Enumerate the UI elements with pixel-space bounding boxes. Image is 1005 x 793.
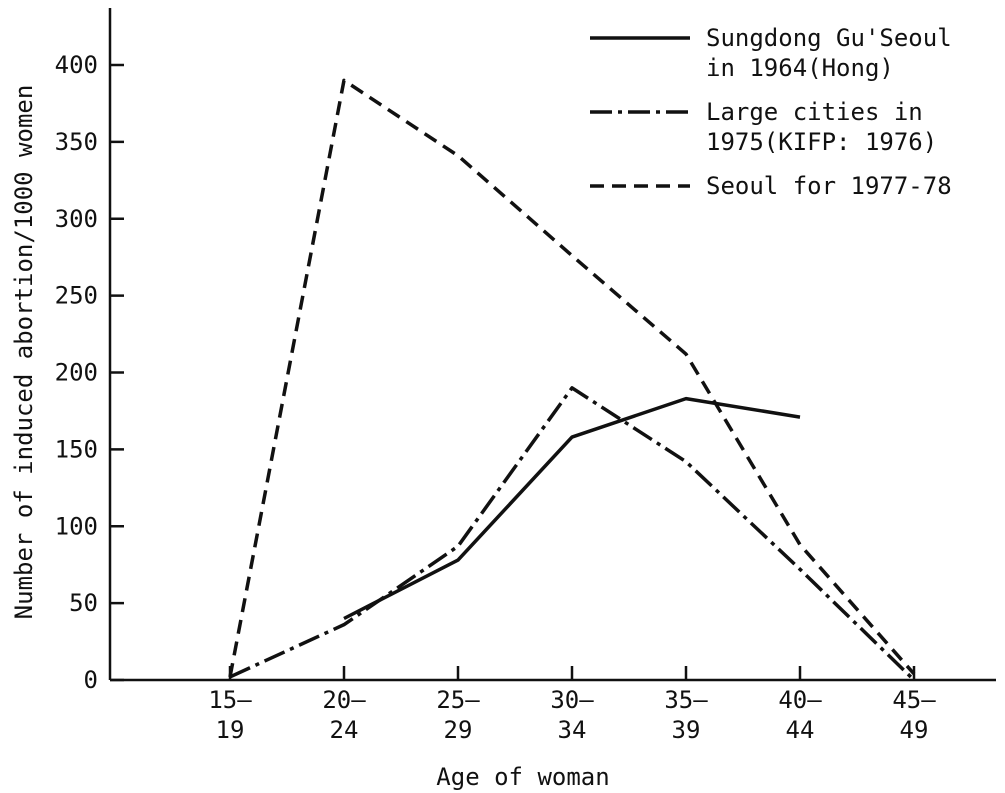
x-tick-label-bottom: 19: [216, 716, 245, 744]
legend-label: Sungdong Gu'Seoul: [706, 24, 952, 52]
x-tick-label-top: 35–: [664, 686, 708, 714]
x-tick-label-top: 45–: [892, 686, 936, 714]
y-tick-label: 0: [84, 666, 98, 694]
series-line-2: [229, 386, 916, 682]
x-tick-label-top: 30–: [550, 686, 594, 714]
y-tick-label: 50: [69, 589, 98, 617]
series-line-3: [228, 78, 916, 678]
x-axis-title: Age of woman: [436, 763, 609, 791]
series-line-1: [343, 396, 801, 621]
x-ticks: 15–19 20–24 25–29 30–34 35–39 40–44 45–49: [208, 666, 936, 744]
x-tick-label-top: 20–: [322, 686, 366, 714]
y-tick-label: 350: [55, 128, 98, 156]
y-tick-label: 100: [55, 512, 98, 540]
y-ticks: 0 50 100 150 200 250 300 350 400: [55, 51, 124, 694]
x-tick-label-bottom: 49: [900, 716, 929, 744]
x-tick-label-bottom: 29: [444, 716, 473, 744]
legend-label: Large cities in: [706, 98, 923, 126]
y-axis-title: Number of induced abortion/1000 women: [10, 85, 38, 620]
x-tick-label-bottom: 39: [672, 716, 701, 744]
legend-label: in 1964(Hong): [706, 54, 894, 82]
x-tick-label-bottom: 34: [558, 716, 587, 744]
x-tick-label-top: 40–: [778, 686, 822, 714]
y-tick-label: 200: [55, 359, 98, 387]
x-tick-label-top: 25–: [436, 686, 480, 714]
legend-label: 1975(KIFP: 1976): [706, 128, 937, 156]
x-tick-label-bottom: 24: [330, 716, 359, 744]
series-lines: [228, 78, 916, 682]
axes: [108, 8, 996, 682]
x-tick-label-top: 15–: [208, 686, 252, 714]
y-tick-label: 150: [55, 435, 98, 463]
y-tick-label: 300: [55, 205, 98, 233]
legend-label: Seoul for 1977-78: [706, 172, 952, 200]
y-tick-label: 400: [55, 51, 98, 79]
y-tick-label: 250: [55, 282, 98, 310]
x-tick-label-bottom: 44: [786, 716, 815, 744]
